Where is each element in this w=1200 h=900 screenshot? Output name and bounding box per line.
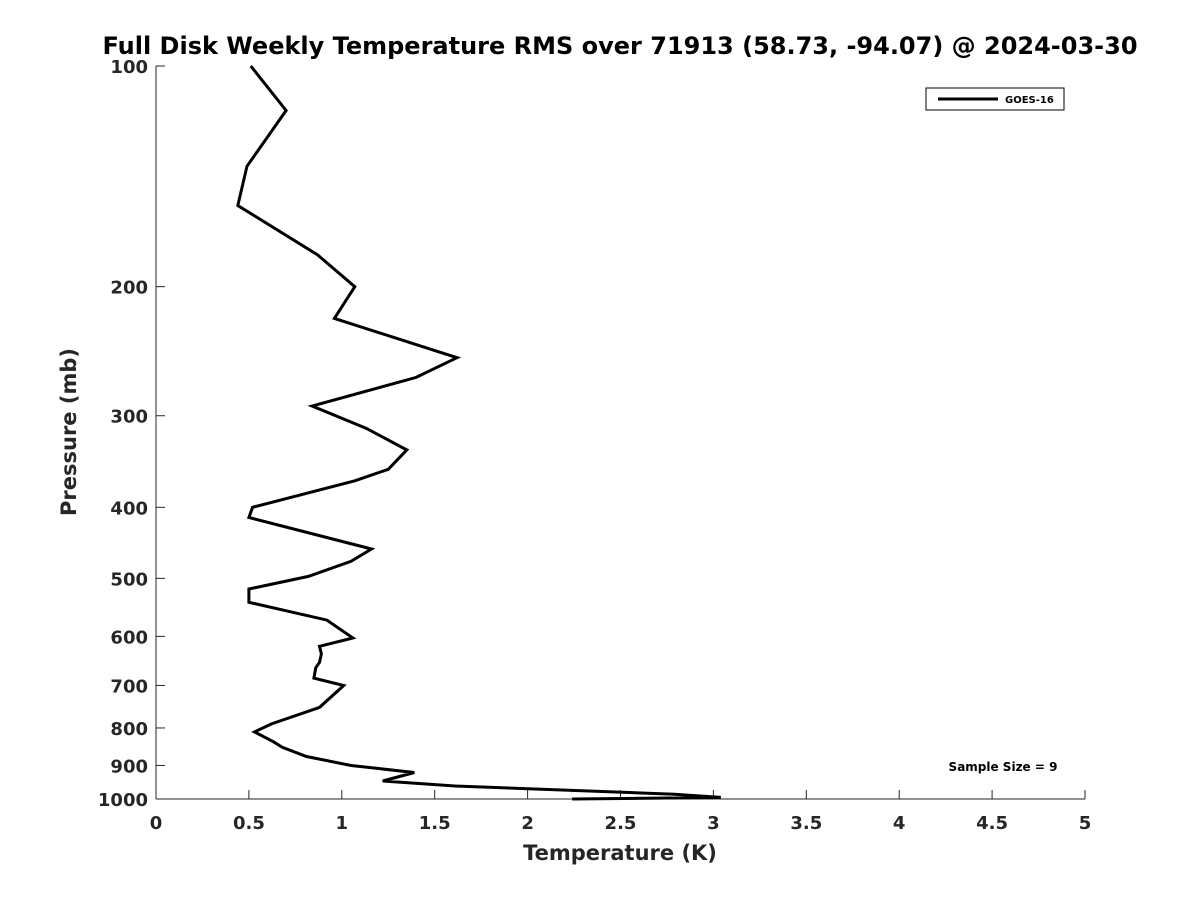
sample-size-annotation: Sample Size = 9 [949,760,1058,774]
x-axis: 0 0.5 1 1.5 2 2.5 3 3.5 4 4.5 5 [150,790,1092,834]
x-tick-label: 1 [336,813,349,834]
series-layer [236,65,721,801]
x-tick-label: 3 [707,813,720,834]
x-tick-label: 2.5 [605,813,637,834]
x-axis-label: Temperature (K) [523,841,717,865]
x-tick-label: 4 [893,813,906,834]
y-tick-label: 1000 [98,790,148,811]
chart-title: Full Disk Weekly Temperature RMS over 71… [102,32,1137,60]
y-tick-label: 400 [110,498,148,519]
y-tick-label: 100 [110,57,148,78]
series-line-goes-16 [236,65,721,801]
x-tick-label: 0 [150,813,163,834]
y-tick-label: 900 [110,756,148,777]
y-tick-label: 300 [110,407,148,428]
x-tick-label: 0.5 [233,813,265,834]
x-tick-label: 5 [1079,813,1092,834]
plot-area [156,66,1085,799]
y-tick-label: 600 [110,627,148,648]
x-tick-label: 3.5 [790,813,822,834]
legend: GOES-16 [925,87,1065,111]
y-tick-label: 500 [110,569,148,590]
x-tick-label: 2 [521,813,534,834]
y-tick-label: 700 [110,676,148,697]
y-tick-label: 200 [110,278,148,299]
y-axis-label: Pressure (mb) [57,348,81,516]
y-tick-label: 800 [110,719,148,740]
legend-label-goes-16: GOES-16 [1005,95,1054,106]
y-axis: 100 200 300 400 500 600 700 800 900 1000 [98,57,165,811]
x-tick-label: 1.5 [419,813,451,834]
x-tick-label: 4.5 [976,813,1008,834]
